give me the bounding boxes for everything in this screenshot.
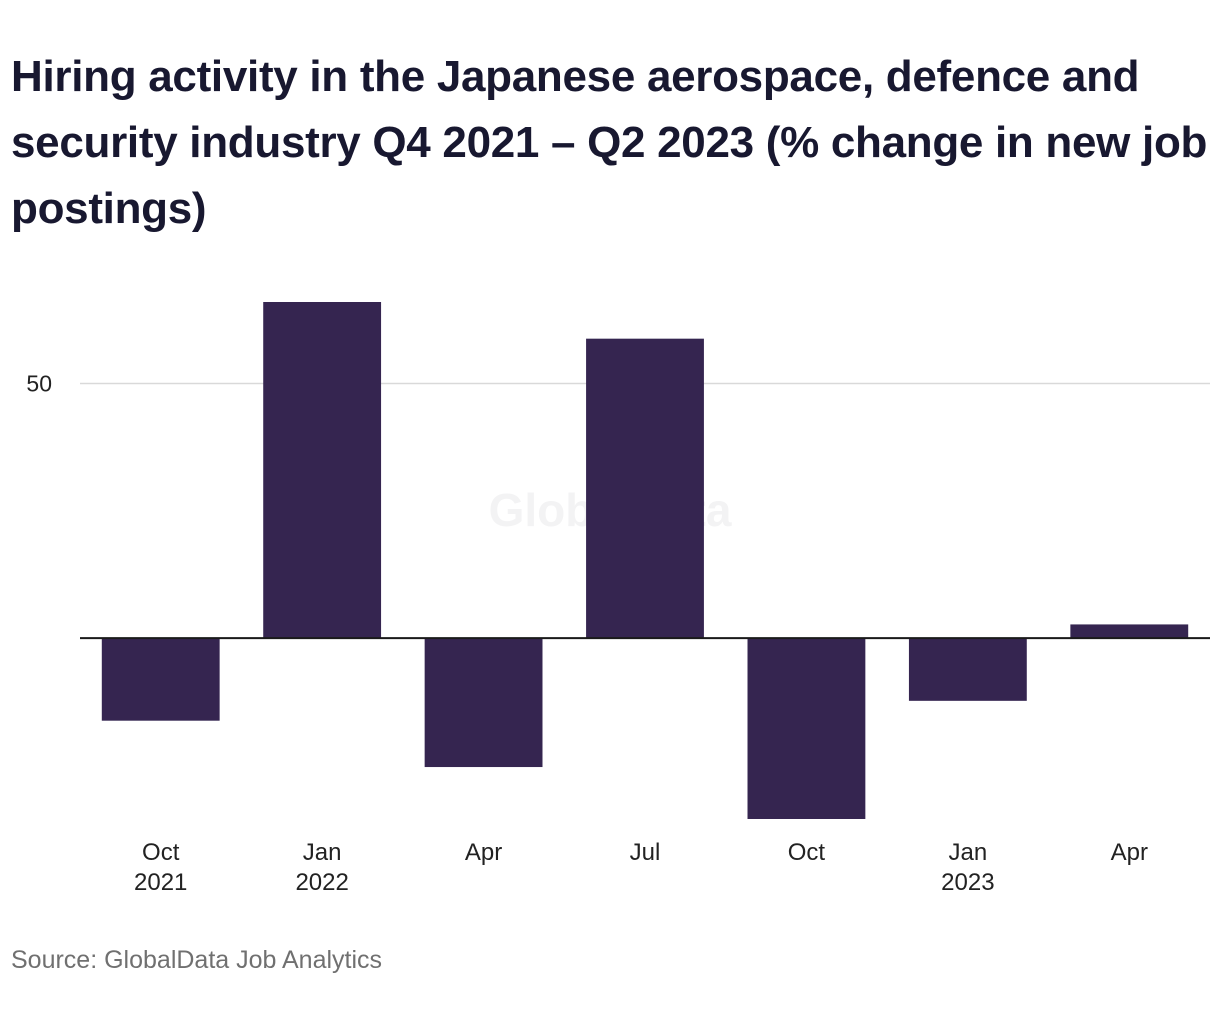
x-tick-year-label: 2023 bbox=[941, 869, 994, 896]
bar bbox=[263, 302, 382, 639]
x-tick-label: Apr bbox=[1111, 839, 1148, 866]
x-tick-label: Jan bbox=[949, 839, 988, 866]
x-tick-label: Oct bbox=[788, 839, 826, 866]
bar bbox=[424, 638, 543, 768]
bar-chart: GlobalData 50 Oct2021Jan2022AprJulOctJan… bbox=[26, 302, 1210, 896]
x-tick-label: Oct bbox=[142, 839, 180, 866]
bar bbox=[101, 638, 220, 721]
chart-title: Hiring activity in the Japanese aerospac… bbox=[11, 52, 1208, 233]
x-tick-year-label: 2021 bbox=[134, 869, 187, 896]
source-note: Source: GlobalData Job Analytics bbox=[11, 946, 383, 974]
bars bbox=[101, 302, 1189, 819]
x-axis-labels: Oct 2021 Jan 2022 Apr Jul Oct Jan 2023 Apr bbox=[134, 839, 1148, 896]
bar bbox=[1070, 624, 1189, 639]
x-tick-label: Jan bbox=[303, 839, 342, 866]
bar bbox=[747, 638, 866, 819]
x-tick-label: Jul bbox=[630, 839, 661, 866]
y-tick-label: 50 bbox=[26, 370, 52, 396]
bar bbox=[908, 638, 1027, 701]
bar bbox=[586, 338, 704, 639]
x-tick-year-label: 2022 bbox=[295, 869, 348, 896]
x-tick-label: Apr bbox=[465, 839, 502, 866]
